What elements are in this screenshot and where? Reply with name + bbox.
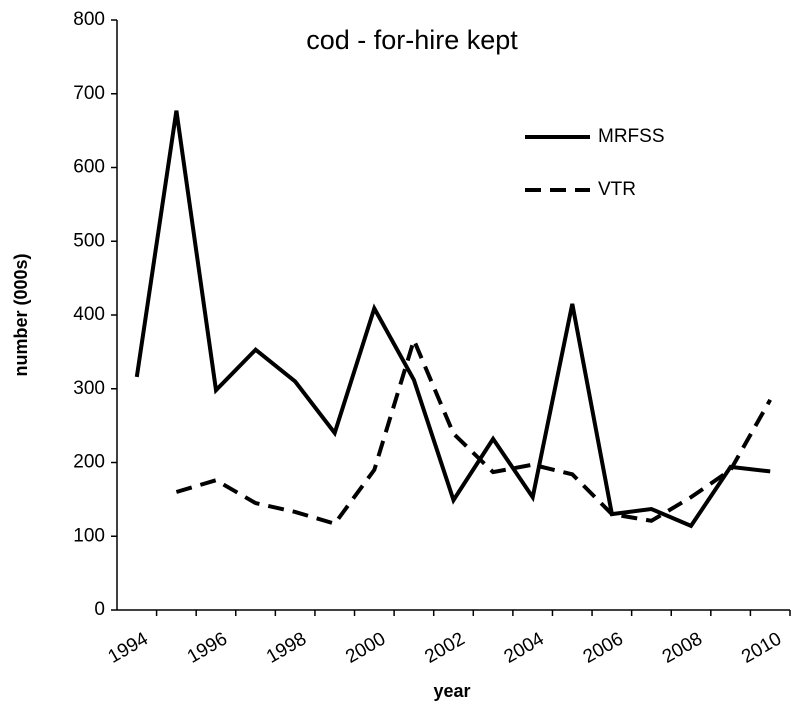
x-tick-label: 2006	[580, 628, 627, 667]
x-tick-label: 2000	[342, 628, 389, 667]
x-tick-label: 2002	[421, 628, 468, 667]
y-tick-label: 400	[73, 304, 105, 325]
y-tick-label: 800	[73, 9, 105, 30]
x-tick-label: 2010	[738, 628, 785, 667]
x-tick-label: 1996	[184, 628, 231, 667]
legend-label: MRFSS	[598, 126, 665, 147]
y-tick-label: 100	[73, 525, 105, 546]
x-tick-label: 1998	[263, 628, 310, 667]
x-tick-label: 2004	[501, 628, 548, 668]
chart-title: cod - for-hire kept	[306, 25, 518, 55]
y-tick-label: 0	[94, 599, 105, 620]
y-tick-label: 300	[73, 378, 105, 399]
y-tick-label: 600	[73, 157, 105, 178]
x-tick-label: 1994	[105, 628, 152, 668]
y-tick-label: 700	[73, 83, 105, 104]
legend-label: VTR	[598, 179, 636, 200]
y-tick-label: 500	[73, 230, 105, 251]
y-axis-label: number (000s)	[11, 253, 31, 376]
data-line	[134, 110, 771, 529]
data-line	[175, 334, 772, 527]
x-axis-label: year	[433, 681, 470, 701]
y-tick-label: 200	[73, 452, 105, 473]
x-tick-label: 2008	[659, 628, 706, 667]
